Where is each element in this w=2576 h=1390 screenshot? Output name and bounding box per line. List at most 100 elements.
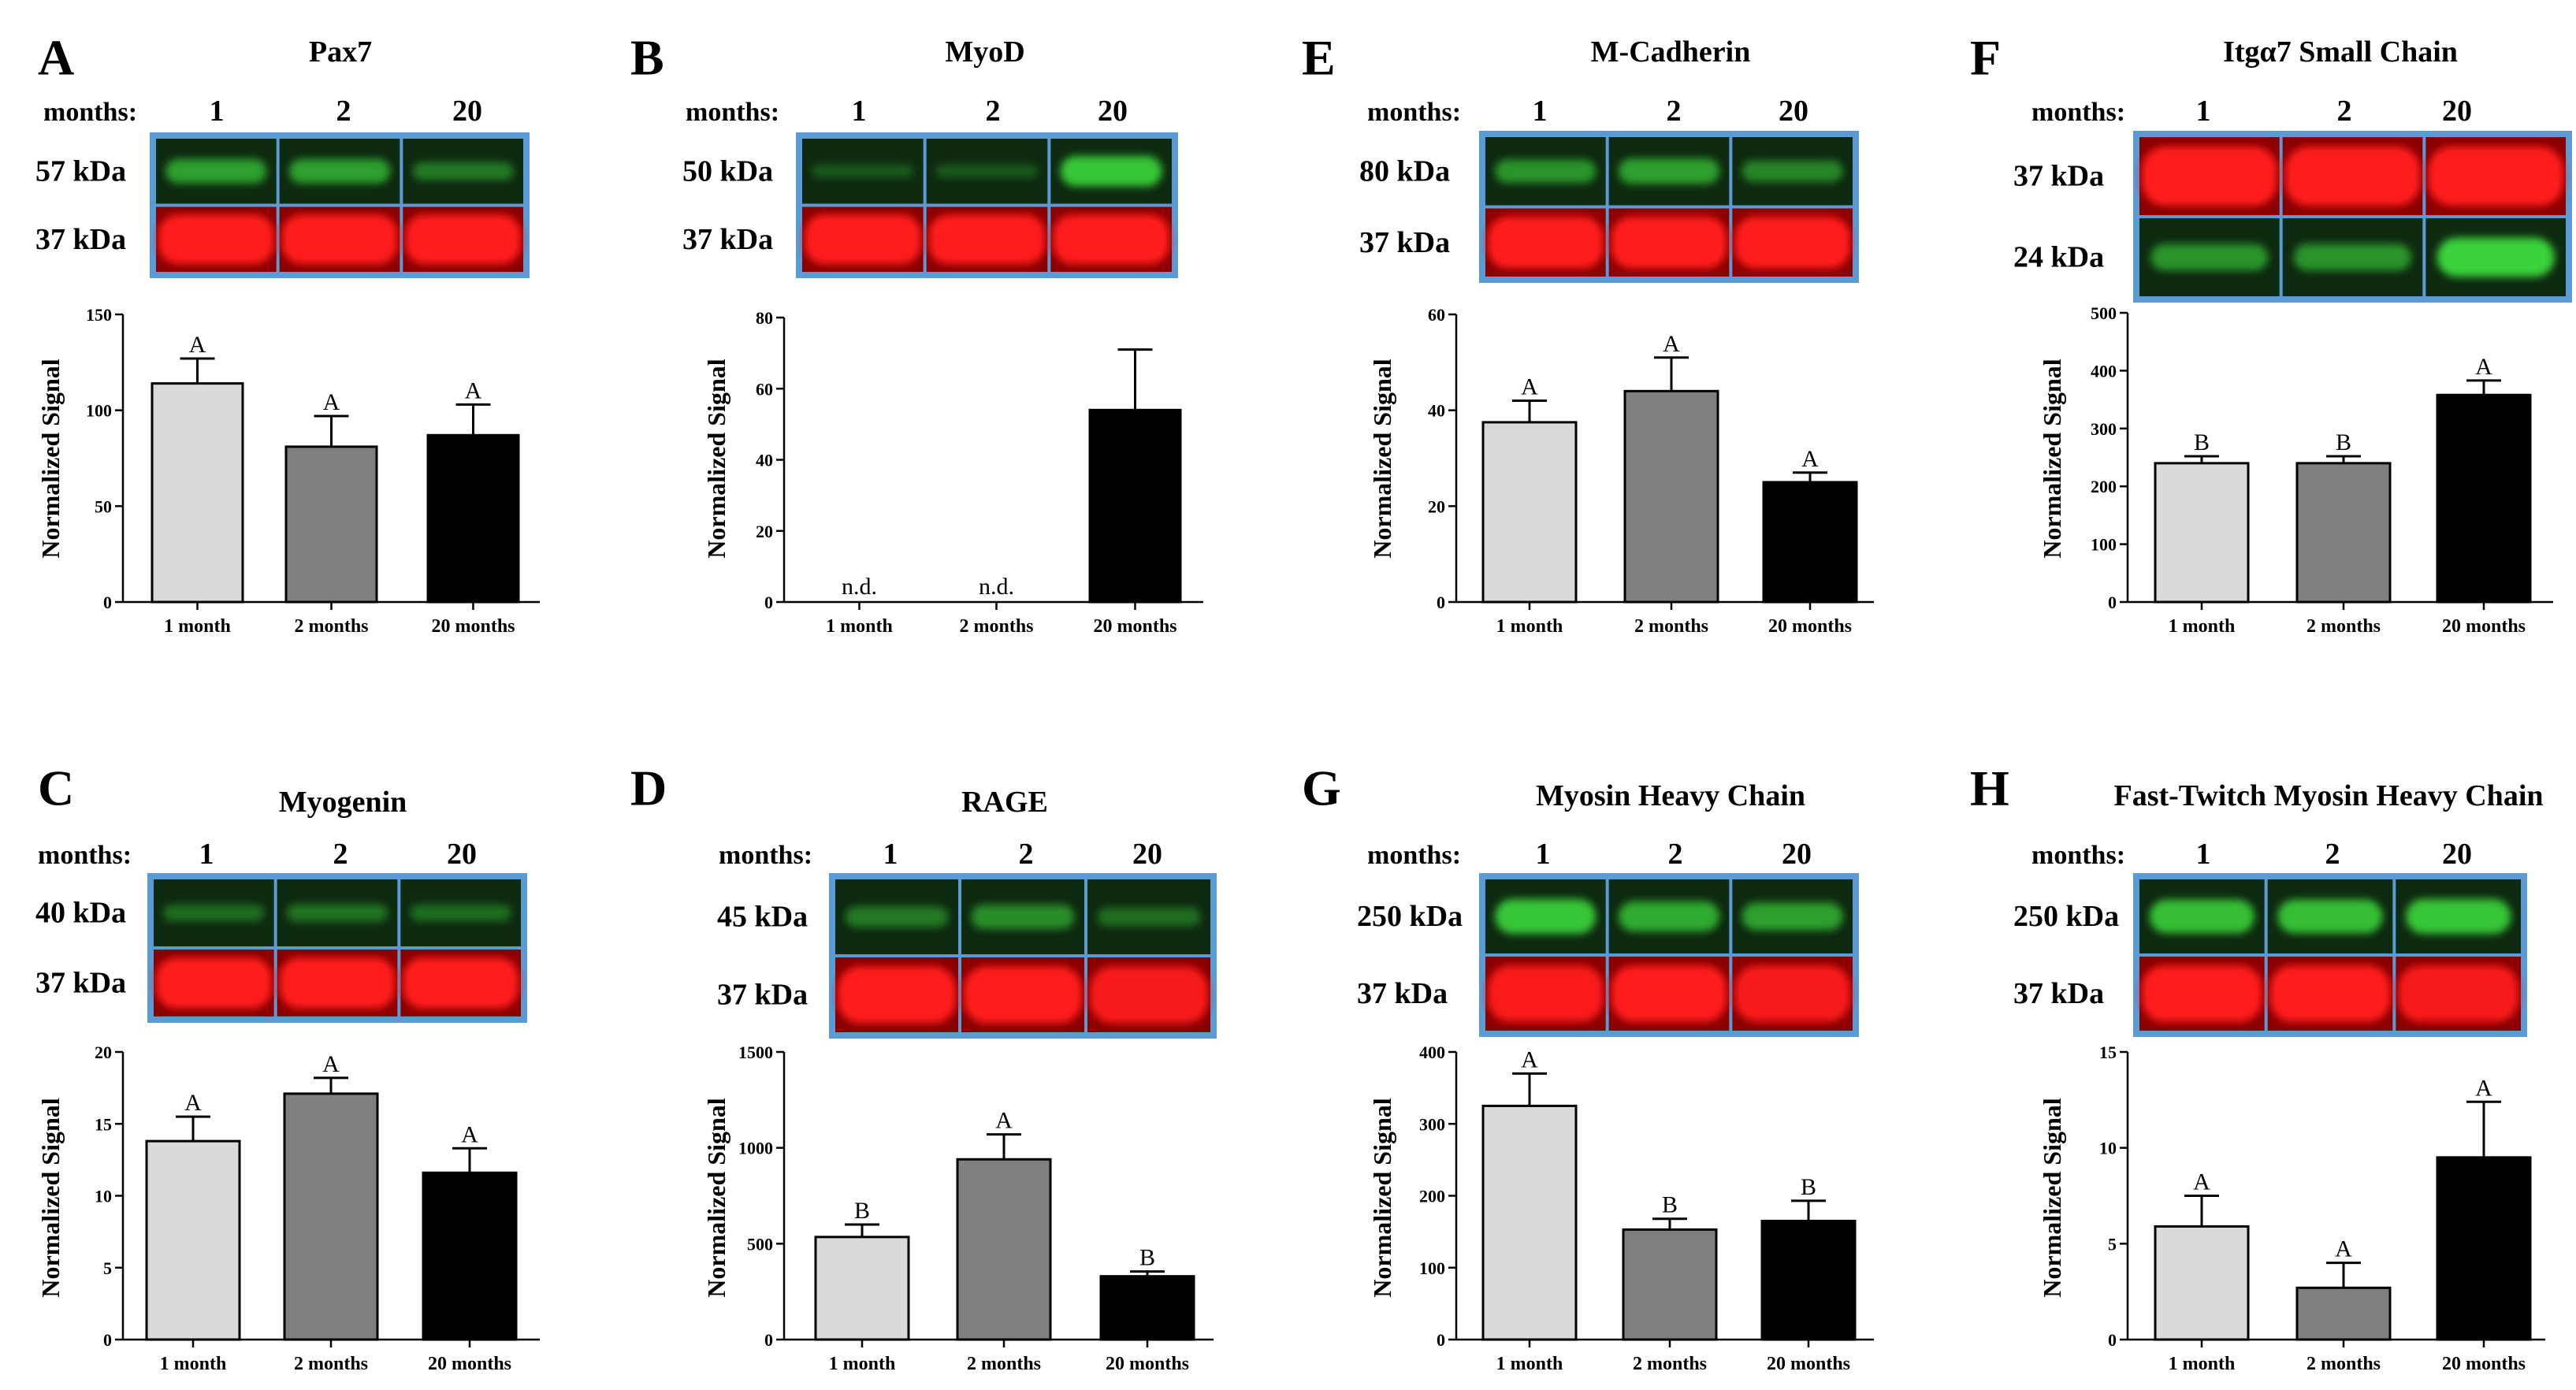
x-tick-label: 1 month bbox=[826, 616, 893, 637]
bar bbox=[814, 1236, 910, 1341]
panel-b: B MyoD months: 1 2 20 50 kDa 37 kDa 0 20 40 60 80 Nor… bbox=[630, 30, 1203, 637]
green-band bbox=[845, 906, 949, 927]
y-tick-label: 60 bbox=[1428, 305, 1445, 325]
red-band bbox=[158, 214, 274, 265]
months-label: months: bbox=[2031, 98, 2125, 127]
y-tick-label: 50 bbox=[95, 496, 112, 516]
x-tick-label: 1 month bbox=[164, 616, 231, 637]
green-band bbox=[1060, 155, 1162, 187]
bar bbox=[283, 1092, 379, 1341]
panel-a: A Pax7 months: 1 2 20 57 kDa 37 kDa 0 50 100 150 Nor… bbox=[35, 30, 540, 637]
months-label: months: bbox=[1367, 841, 1461, 870]
red-band bbox=[1488, 965, 1604, 1022]
panel-letter: D bbox=[630, 760, 667, 816]
y-axis-label: Normalized Signal bbox=[36, 1098, 65, 1297]
bar bbox=[2154, 462, 2250, 604]
y-tick-label: 200 bbox=[1419, 1187, 1445, 1206]
bar-chart: 0 5 10 15 20 Normalized Signal 1 month A 2 month… bbox=[36, 1042, 540, 1374]
significance-letter: A bbox=[322, 1051, 340, 1077]
western-blot: 50 kDa 37 kDa bbox=[682, 132, 1178, 278]
lane-label: 1 bbox=[1533, 95, 1548, 128]
lane-label: 1 bbox=[2196, 838, 2211, 871]
bar bbox=[145, 1139, 241, 1341]
kda-label: 40 kDa bbox=[35, 897, 126, 930]
red-band bbox=[2142, 965, 2262, 1022]
y-tick-label: 10 bbox=[2099, 1139, 2117, 1158]
lane-label: 1 bbox=[852, 95, 867, 128]
green-band bbox=[163, 905, 265, 921]
y-tick-label: 500 bbox=[2091, 303, 2117, 323]
panel-letter: F bbox=[1970, 30, 2001, 86]
western-blot: 57 kDa 37 kDa bbox=[35, 132, 530, 278]
bar bbox=[1623, 389, 1719, 604]
bar bbox=[2154, 1225, 2250, 1341]
x-tick-label: 20 months bbox=[1768, 616, 1852, 637]
green-band bbox=[2150, 243, 2269, 271]
x-tick-label: 1 month bbox=[1496, 616, 1563, 637]
bar-chart: 0 5 10 15 Normalized Signal 1 month A 2 months A… bbox=[2038, 1042, 2545, 1374]
lane-label: 20 bbox=[1779, 95, 1808, 128]
kda-label: 37 kDa bbox=[682, 223, 773, 256]
y-tick-label: 400 bbox=[2091, 361, 2117, 381]
red-band bbox=[1090, 966, 1208, 1024]
significance-letter: B bbox=[1801, 1174, 1816, 1200]
red-band bbox=[156, 957, 272, 1009]
green-band bbox=[1618, 901, 1720, 931]
panel-letter: E bbox=[1302, 30, 1336, 86]
bar bbox=[1099, 1275, 1195, 1341]
green-band bbox=[2437, 237, 2555, 277]
lane-label: 1 bbox=[883, 838, 898, 871]
red-band bbox=[2398, 965, 2518, 1022]
months-label: months: bbox=[686, 98, 779, 127]
western-blot: 80 kDa 37 kDa bbox=[1359, 131, 1859, 283]
significance-letter: A bbox=[1663, 331, 1680, 357]
panel-letter: B bbox=[630, 30, 664, 86]
y-tick-label: 100 bbox=[2091, 535, 2117, 555]
x-tick-label: 20 months bbox=[428, 1354, 511, 1374]
red-band bbox=[838, 966, 956, 1024]
red-band bbox=[1053, 214, 1169, 265]
lane-label: 20 bbox=[447, 838, 477, 871]
y-tick-label: 150 bbox=[86, 305, 112, 325]
y-tick-label: 0 bbox=[1437, 1330, 1445, 1350]
kda-label: 24 kDa bbox=[2013, 241, 2104, 274]
y-tick-label: 0 bbox=[2108, 593, 2117, 612]
y-tick-label: 5 bbox=[2108, 1234, 2117, 1254]
significance-letter: B bbox=[1139, 1245, 1155, 1271]
lane-label: 1 bbox=[210, 95, 225, 128]
kda-label: 37 kDa bbox=[717, 979, 808, 1012]
bar-chart: 0 20 40 60 80 Normalized Signal 1 month n.d. 2 m… bbox=[702, 308, 1203, 637]
y-tick-label: 100 bbox=[1419, 1258, 1445, 1278]
x-tick-label: 20 months bbox=[1767, 1354, 1850, 1374]
lane-label: 2 bbox=[1667, 95, 1682, 128]
panel-c: C Myogenin months: 1 2 20 40 kDa 37 kDa 0 5 10 15 20… bbox=[35, 760, 540, 1374]
x-tick-label: 20 months bbox=[2442, 1354, 2526, 1374]
y-tick-label: 15 bbox=[95, 1114, 112, 1134]
y-tick-label: 80 bbox=[756, 308, 773, 328]
months-label: months: bbox=[2031, 841, 2125, 870]
bar bbox=[2436, 1156, 2532, 1341]
significance-letter: A bbox=[2193, 1169, 2210, 1195]
kda-label: 57 kDa bbox=[35, 154, 126, 188]
green-band bbox=[165, 158, 267, 184]
x-tick-label: 2 months bbox=[967, 1354, 1041, 1374]
lane-label: 2 bbox=[333, 838, 348, 871]
bar bbox=[1481, 421, 1578, 604]
x-tick-label: 2 months bbox=[2307, 616, 2381, 637]
y-tick-label: 300 bbox=[2091, 419, 2117, 439]
x-tick-label: 2 months bbox=[1633, 1354, 1707, 1374]
y-tick-label: 40 bbox=[756, 451, 773, 470]
x-tick-label: 1 month bbox=[829, 1354, 896, 1374]
significance-letter: A bbox=[2335, 1236, 2352, 1262]
y-tick-label: 20 bbox=[1428, 496, 1445, 516]
lane-label: 1 bbox=[2196, 95, 2211, 128]
x-tick-label: 1 month bbox=[2169, 616, 2236, 637]
green-band bbox=[288, 158, 391, 184]
kda-label: 37 kDa bbox=[35, 967, 126, 1000]
nd-label: n.d. bbox=[979, 574, 1014, 600]
panel-letter: A bbox=[38, 30, 74, 86]
kda-label: 37 kDa bbox=[2013, 160, 2104, 193]
significance-letter: B bbox=[854, 1198, 870, 1224]
x-tick-label: 2 months bbox=[294, 1354, 368, 1374]
